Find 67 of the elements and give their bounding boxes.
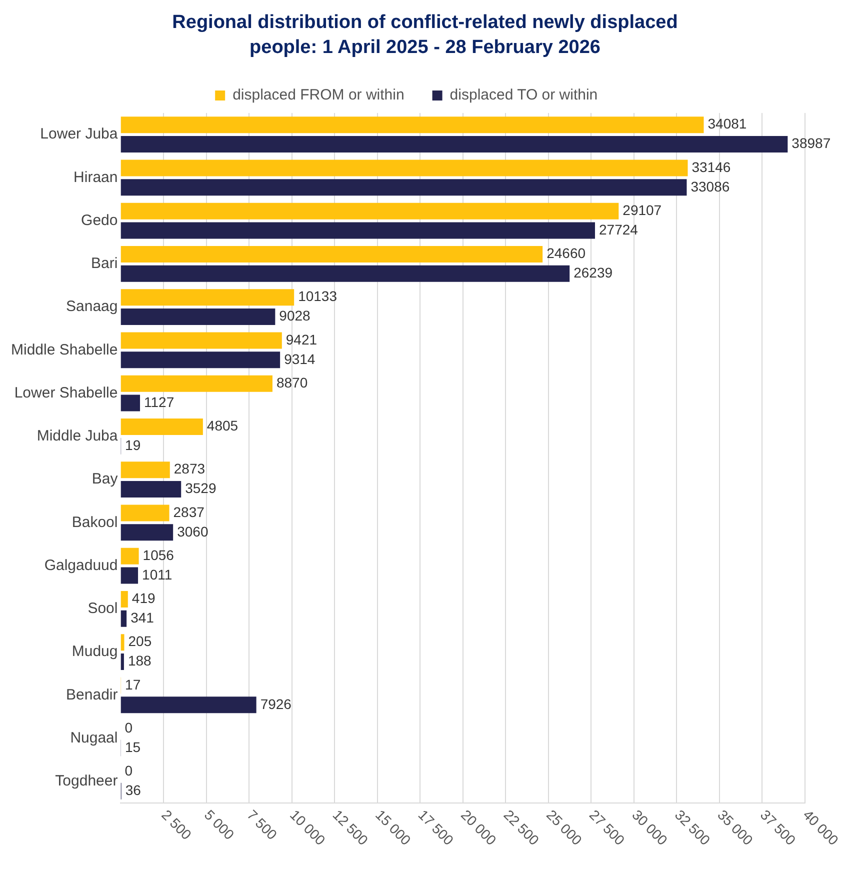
- data-label: 33146: [692, 158, 731, 175]
- data-label: 27724: [599, 221, 638, 238]
- data-label: 36: [125, 782, 142, 798]
- data-label: 29107: [622, 202, 662, 218]
- x-tick-label: 7 500: [244, 806, 280, 843]
- data-label: 341: [130, 610, 154, 626]
- x-tick-label: 30 000: [629, 806, 671, 848]
- data-label: 9421: [286, 331, 318, 348]
- x-tick-label: 37 500: [757, 806, 800, 848]
- data-label: 8870: [276, 374, 308, 390]
- y-tick-label: Galgaduud: [44, 556, 118, 574]
- data-label: 9028: [279, 308, 311, 324]
- data-label: 188: [128, 652, 152, 669]
- y-tick-label: Bakool: [72, 514, 118, 531]
- x-tick-label: 10 000: [286, 806, 329, 848]
- x-tick-label: 25 000: [544, 806, 586, 848]
- data-label: 419: [132, 590, 156, 606]
- y-tick-label: Middle Shabelle: [10, 341, 118, 358]
- x-tick-label: 12 500: [330, 806, 372, 848]
- data-label: 33086: [690, 178, 730, 194]
- data-label: 17: [125, 676, 141, 692]
- x-tick-label: 35 000: [714, 806, 756, 848]
- legend-label: displaced FROM or within: [232, 86, 404, 104]
- data-label: 1127: [144, 394, 174, 410]
- data-label: 1056: [142, 546, 174, 563]
- data-label: 26239: [574, 264, 613, 280]
- data-label: 2837: [173, 504, 205, 520]
- data-label: 4805: [206, 418, 238, 434]
- data-label: 7926: [260, 696, 292, 712]
- data-label: 10133: [298, 288, 338, 304]
- data-label: 3529: [185, 480, 216, 496]
- x-tick-label: 17 500: [415, 806, 457, 848]
- x-tick-label: 5 000: [201, 806, 238, 843]
- x-tick-label: 40 000: [800, 806, 842, 848]
- data-label: 24660: [546, 245, 586, 262]
- data-label: 9314: [284, 350, 316, 367]
- data-label: 15: [124, 738, 141, 755]
- y-tick-label: Sanaag: [66, 298, 118, 316]
- y-tick-label: Lower Shabelle: [14, 384, 118, 402]
- x-tick-label: 20 000: [458, 806, 500, 848]
- y-tick-label: Bay: [92, 470, 118, 488]
- y-tick-label: Lower Juba: [40, 126, 118, 143]
- y-tick-label: Bari: [91, 255, 118, 272]
- data-label: 19: [125, 437, 141, 453]
- y-tick-label: Hiraan: [74, 168, 118, 186]
- x-tick-label: 2 500: [158, 806, 195, 843]
- y-tick-label: Mudug: [72, 643, 118, 660]
- data-label: 0: [124, 762, 133, 779]
- x-tick-label: 32 500: [672, 806, 714, 848]
- data-label: 2873: [174, 460, 206, 477]
- data-label: 205: [128, 633, 152, 650]
- data-label: 34081: [708, 116, 747, 132]
- x-tick-label: 27 500: [586, 806, 628, 848]
- data-label: 1011: [142, 566, 172, 582]
- y-tick-label: Sool: [88, 600, 118, 618]
- legend-label: displaced TO or within: [450, 86, 598, 104]
- y-tick-label: Nugaal: [70, 729, 118, 746]
- chart-title: Regional distribution of conflict-related newly displaced people: 1 April 2025 - 28 February 2026: [171, 11, 679, 60]
- data-label: 0: [124, 719, 133, 736]
- y-tick-label: Benadir: [66, 686, 118, 704]
- x-tick-label: 22 500: [500, 806, 543, 848]
- data-label: 3060: [177, 523, 208, 540]
- data-label: 38987: [792, 135, 831, 152]
- y-tick-label: Middle Juba: [36, 428, 118, 445]
- x-tick-label: 15 000: [372, 806, 414, 848]
- y-tick-label: Gedo: [81, 212, 118, 229]
- y-tick-label: Togdheer: [55, 772, 118, 790]
